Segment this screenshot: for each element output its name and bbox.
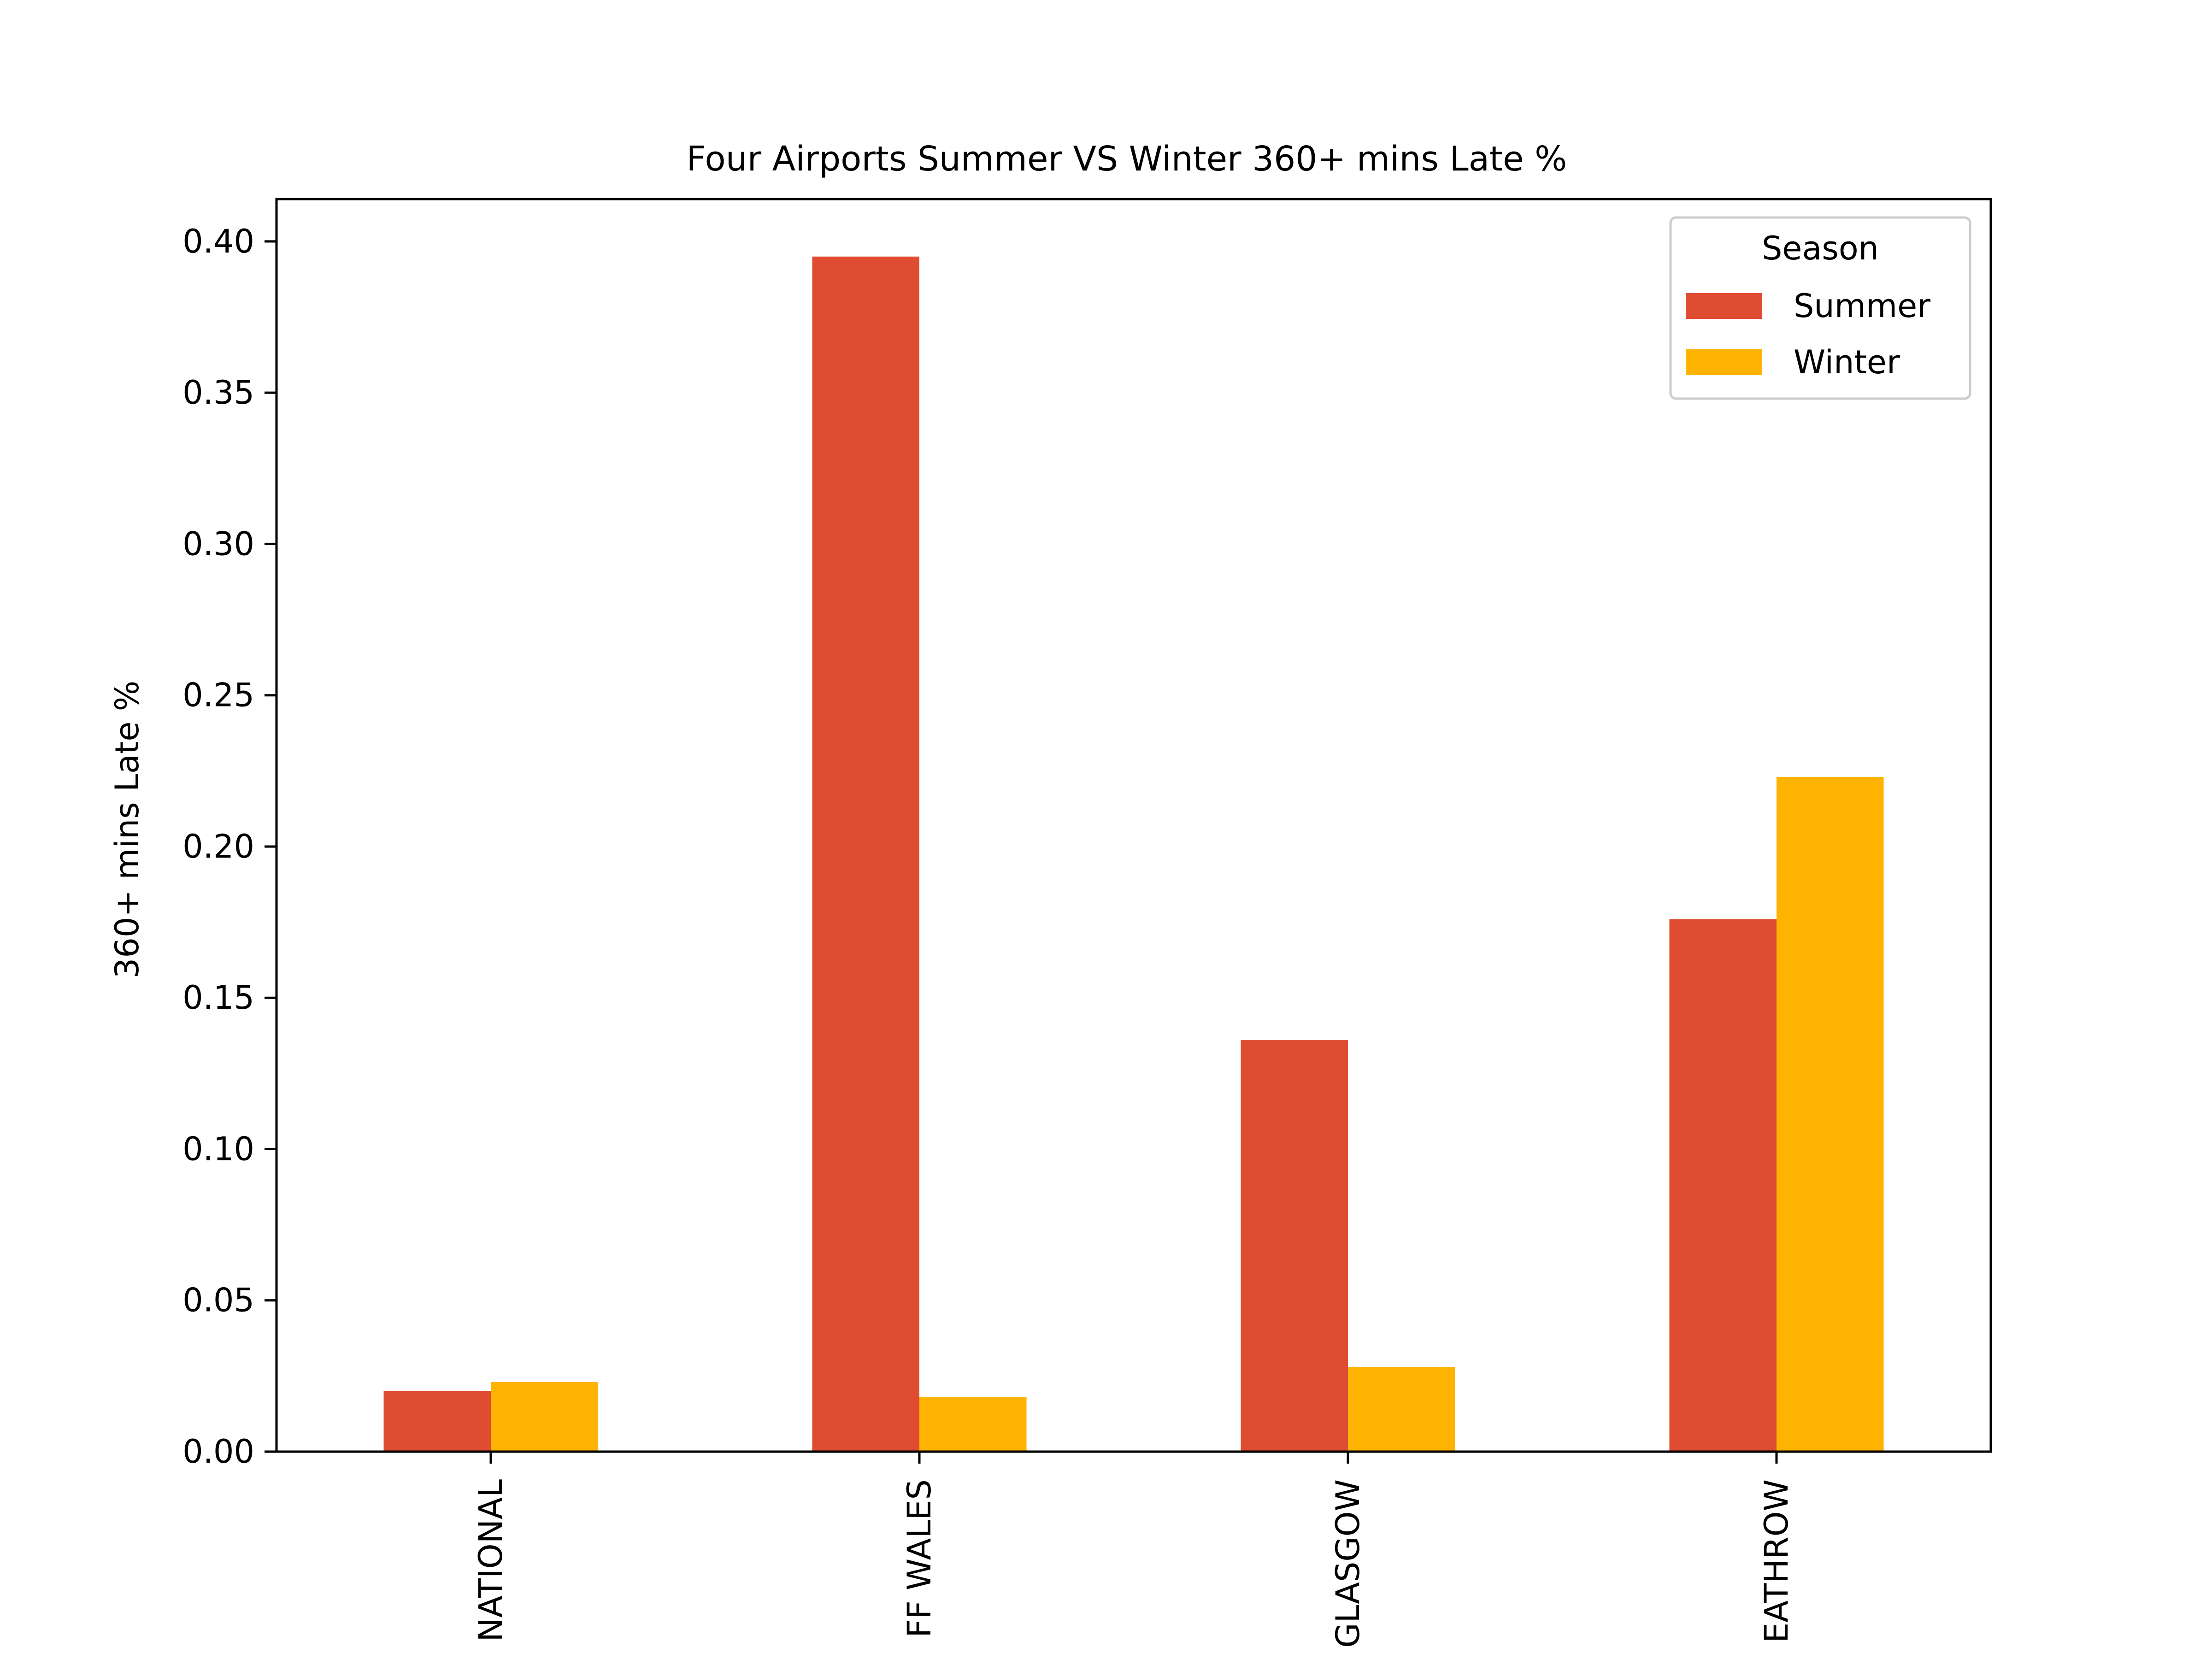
y-tick-label: 0.30 xyxy=(182,525,254,563)
bars xyxy=(383,256,1884,1452)
plot-area-frame xyxy=(275,198,1992,1453)
x-tick-label: EATHROW xyxy=(1758,1479,1795,1643)
legend-title: Season xyxy=(1762,229,1879,267)
bar-winter-2 xyxy=(1348,1367,1455,1452)
legend-label-winter: Winter xyxy=(1794,343,1900,381)
bar-winter-0 xyxy=(491,1382,598,1452)
bar-winter-3 xyxy=(1777,777,1884,1452)
bar-summer-0 xyxy=(383,1391,491,1452)
bar-summer-2 xyxy=(1241,1040,1348,1452)
x-tick-label: FF WALES xyxy=(900,1479,938,1638)
y-tick-label: 0.25 xyxy=(182,677,254,714)
bar-summer-3 xyxy=(1669,919,1777,1452)
x-tick-label: GLASGOW xyxy=(1329,1479,1367,1648)
y-tick-label: 0.20 xyxy=(182,828,254,865)
bar-winter-1 xyxy=(919,1397,1027,1452)
legend-label-summer: Summer xyxy=(1794,287,1930,325)
y-tick-label: 0.40 xyxy=(182,223,254,260)
legend-swatch-summer xyxy=(1686,293,1762,319)
bar-summer-1 xyxy=(812,256,919,1452)
legend: Season Summer Winter xyxy=(1669,216,1971,400)
y-tick-label: 0.05 xyxy=(182,1282,254,1319)
x-tick-label: NATIONAL xyxy=(472,1479,510,1642)
legend-swatch-winter xyxy=(1686,349,1762,375)
y-tick-label: 0.35 xyxy=(182,374,254,412)
y-tick-label: 0.15 xyxy=(182,979,254,1017)
y-tick-label: 0.00 xyxy=(182,1433,254,1471)
chart-title: Four Airports Summer VS Winter 360+ mins… xyxy=(687,139,1567,179)
y-axis-ticks: 0.00 0.05 0.10 0.15 0.20 0.25 0.30 0.35 0.40 xyxy=(182,223,276,1471)
x-axis-ticks: NATIONAL FF WALES GLASGOW EATHROW xyxy=(472,1452,1795,1648)
y-axis-label: 360+ mins Late % xyxy=(108,681,146,978)
y-tick-label: 0.10 xyxy=(182,1130,254,1168)
